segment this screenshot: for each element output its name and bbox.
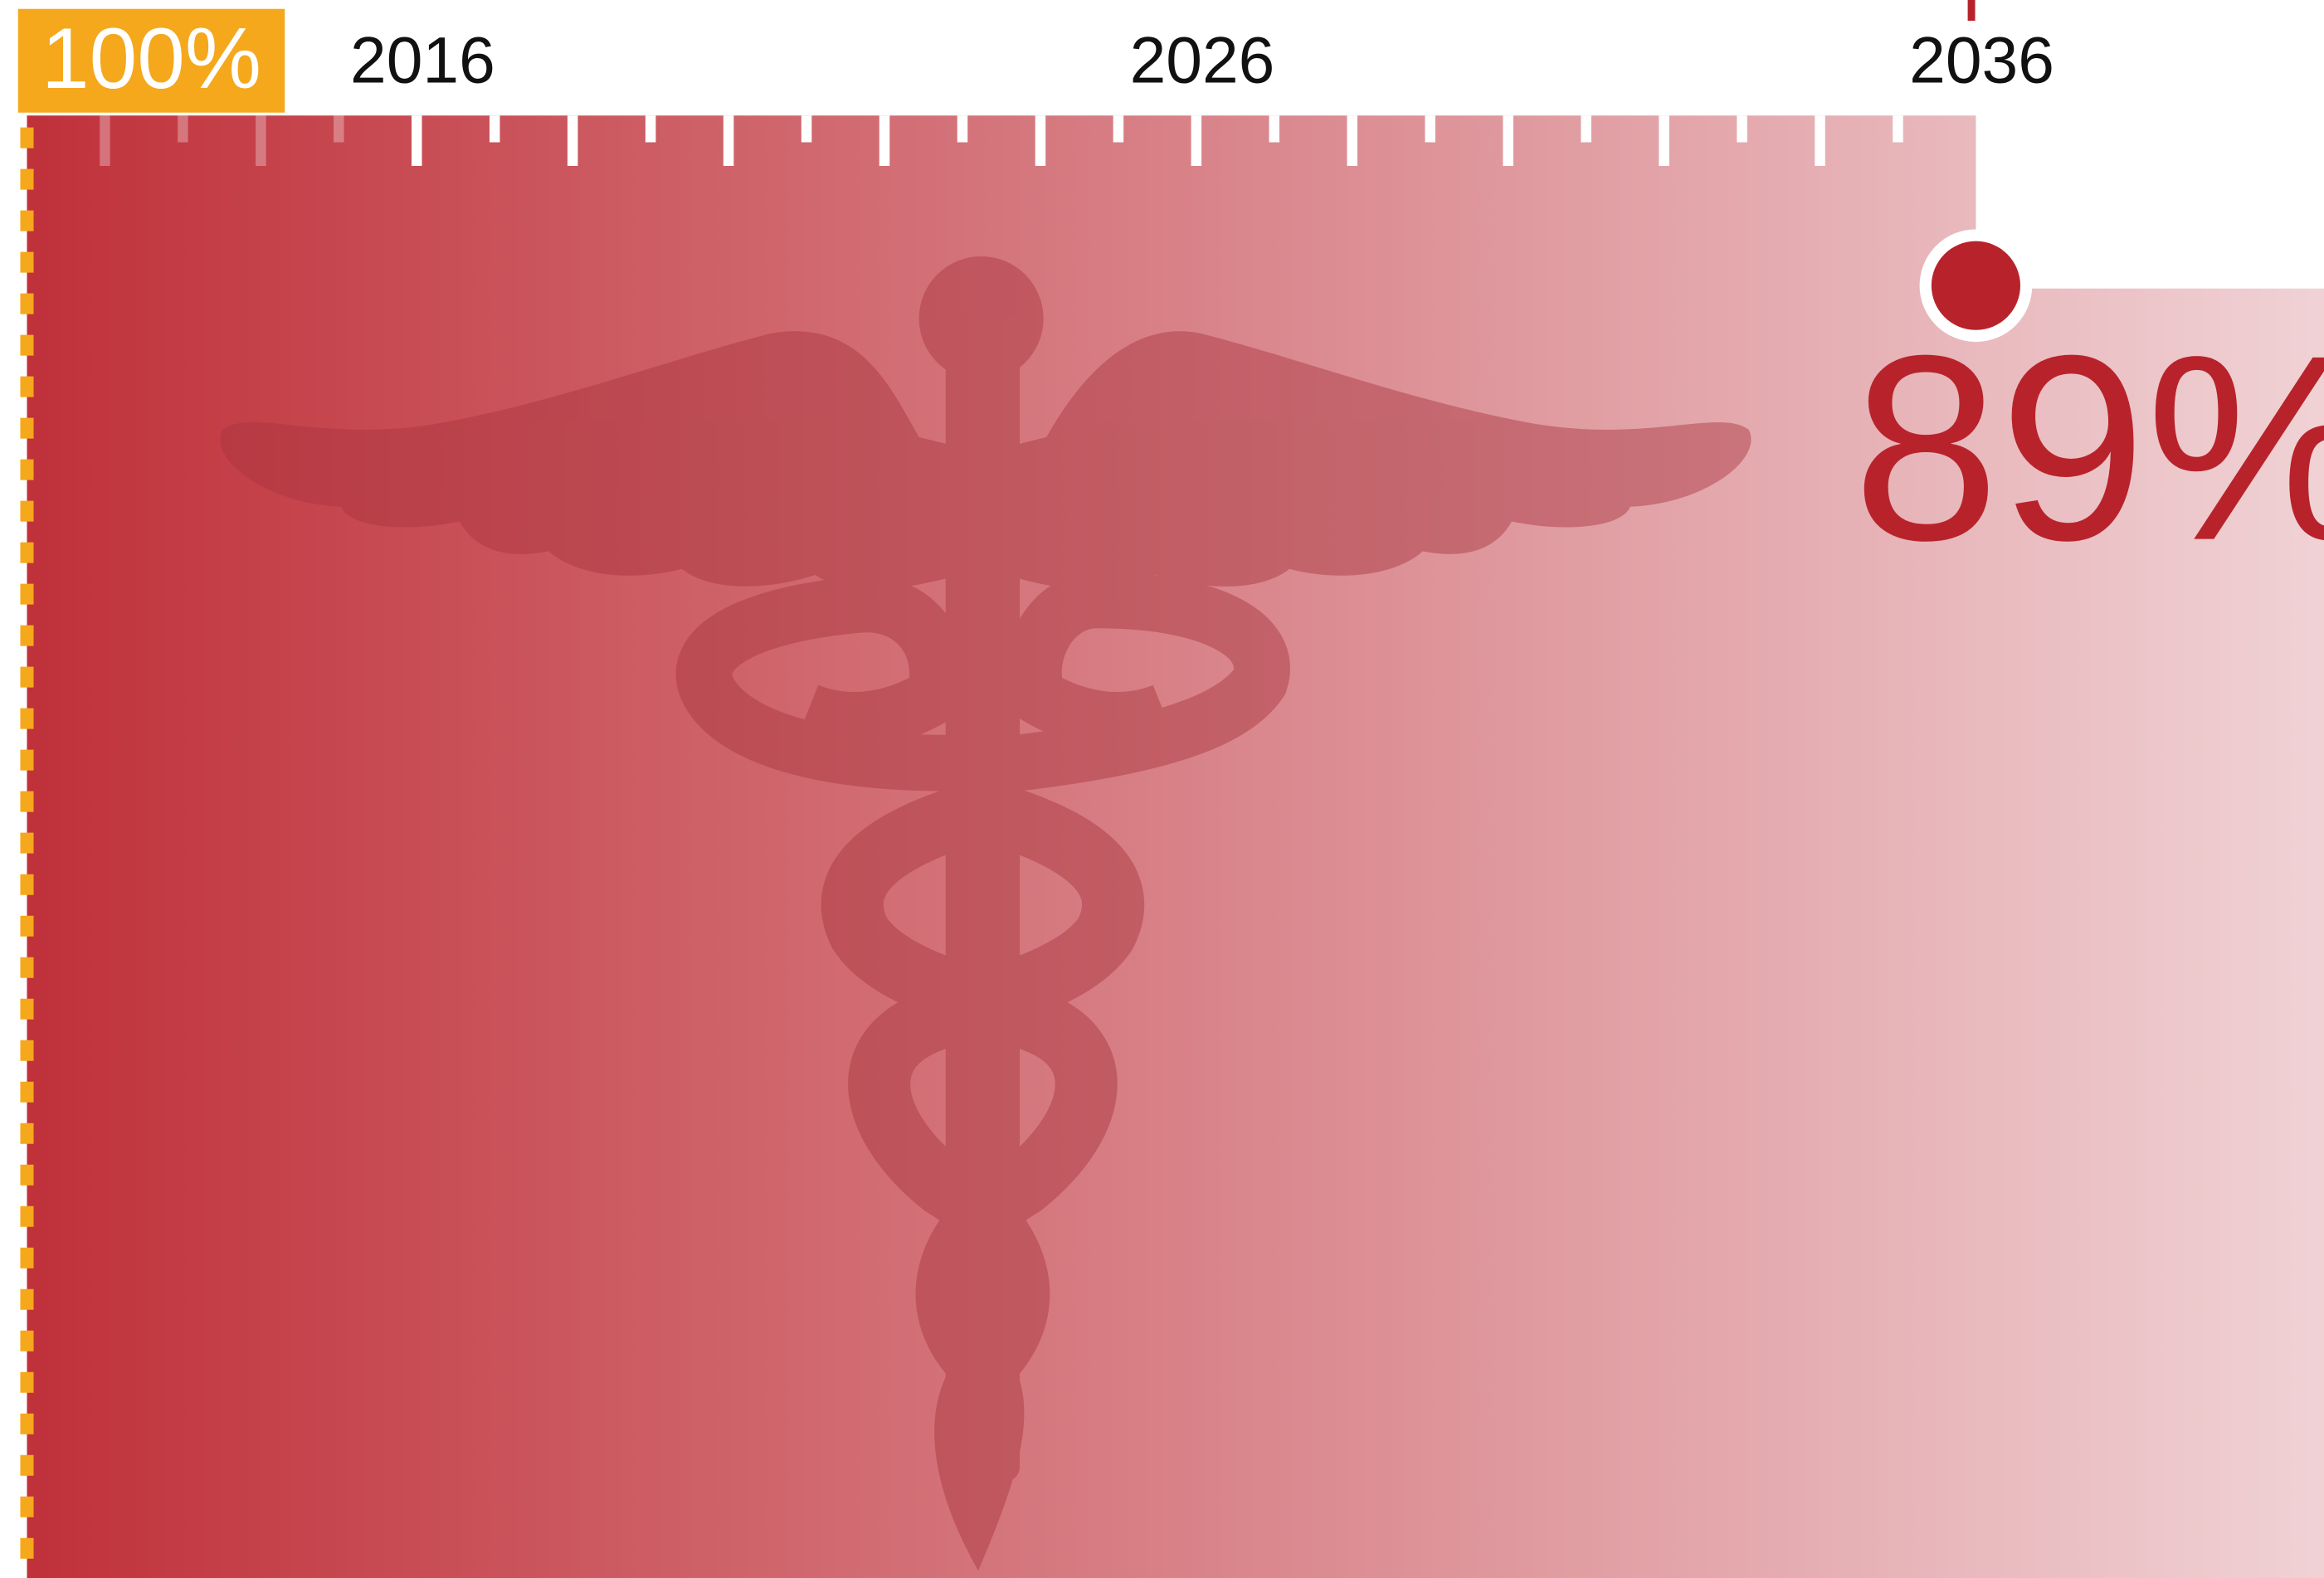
chart: 2016 2026 2036 100% 89% <box>0 0 2324 1578</box>
x-tick-label: 2026 <box>1130 23 1275 96</box>
x-tick-label: 2016 <box>350 23 495 96</box>
page: {"chart_data": { "type": "step", "x": [2… <box>0 0 2324 1578</box>
start-value-label: 100% <box>41 10 261 106</box>
x-tick-label: 2036 <box>1909 23 2054 96</box>
end-value-label: 89% <box>1853 301 2324 596</box>
